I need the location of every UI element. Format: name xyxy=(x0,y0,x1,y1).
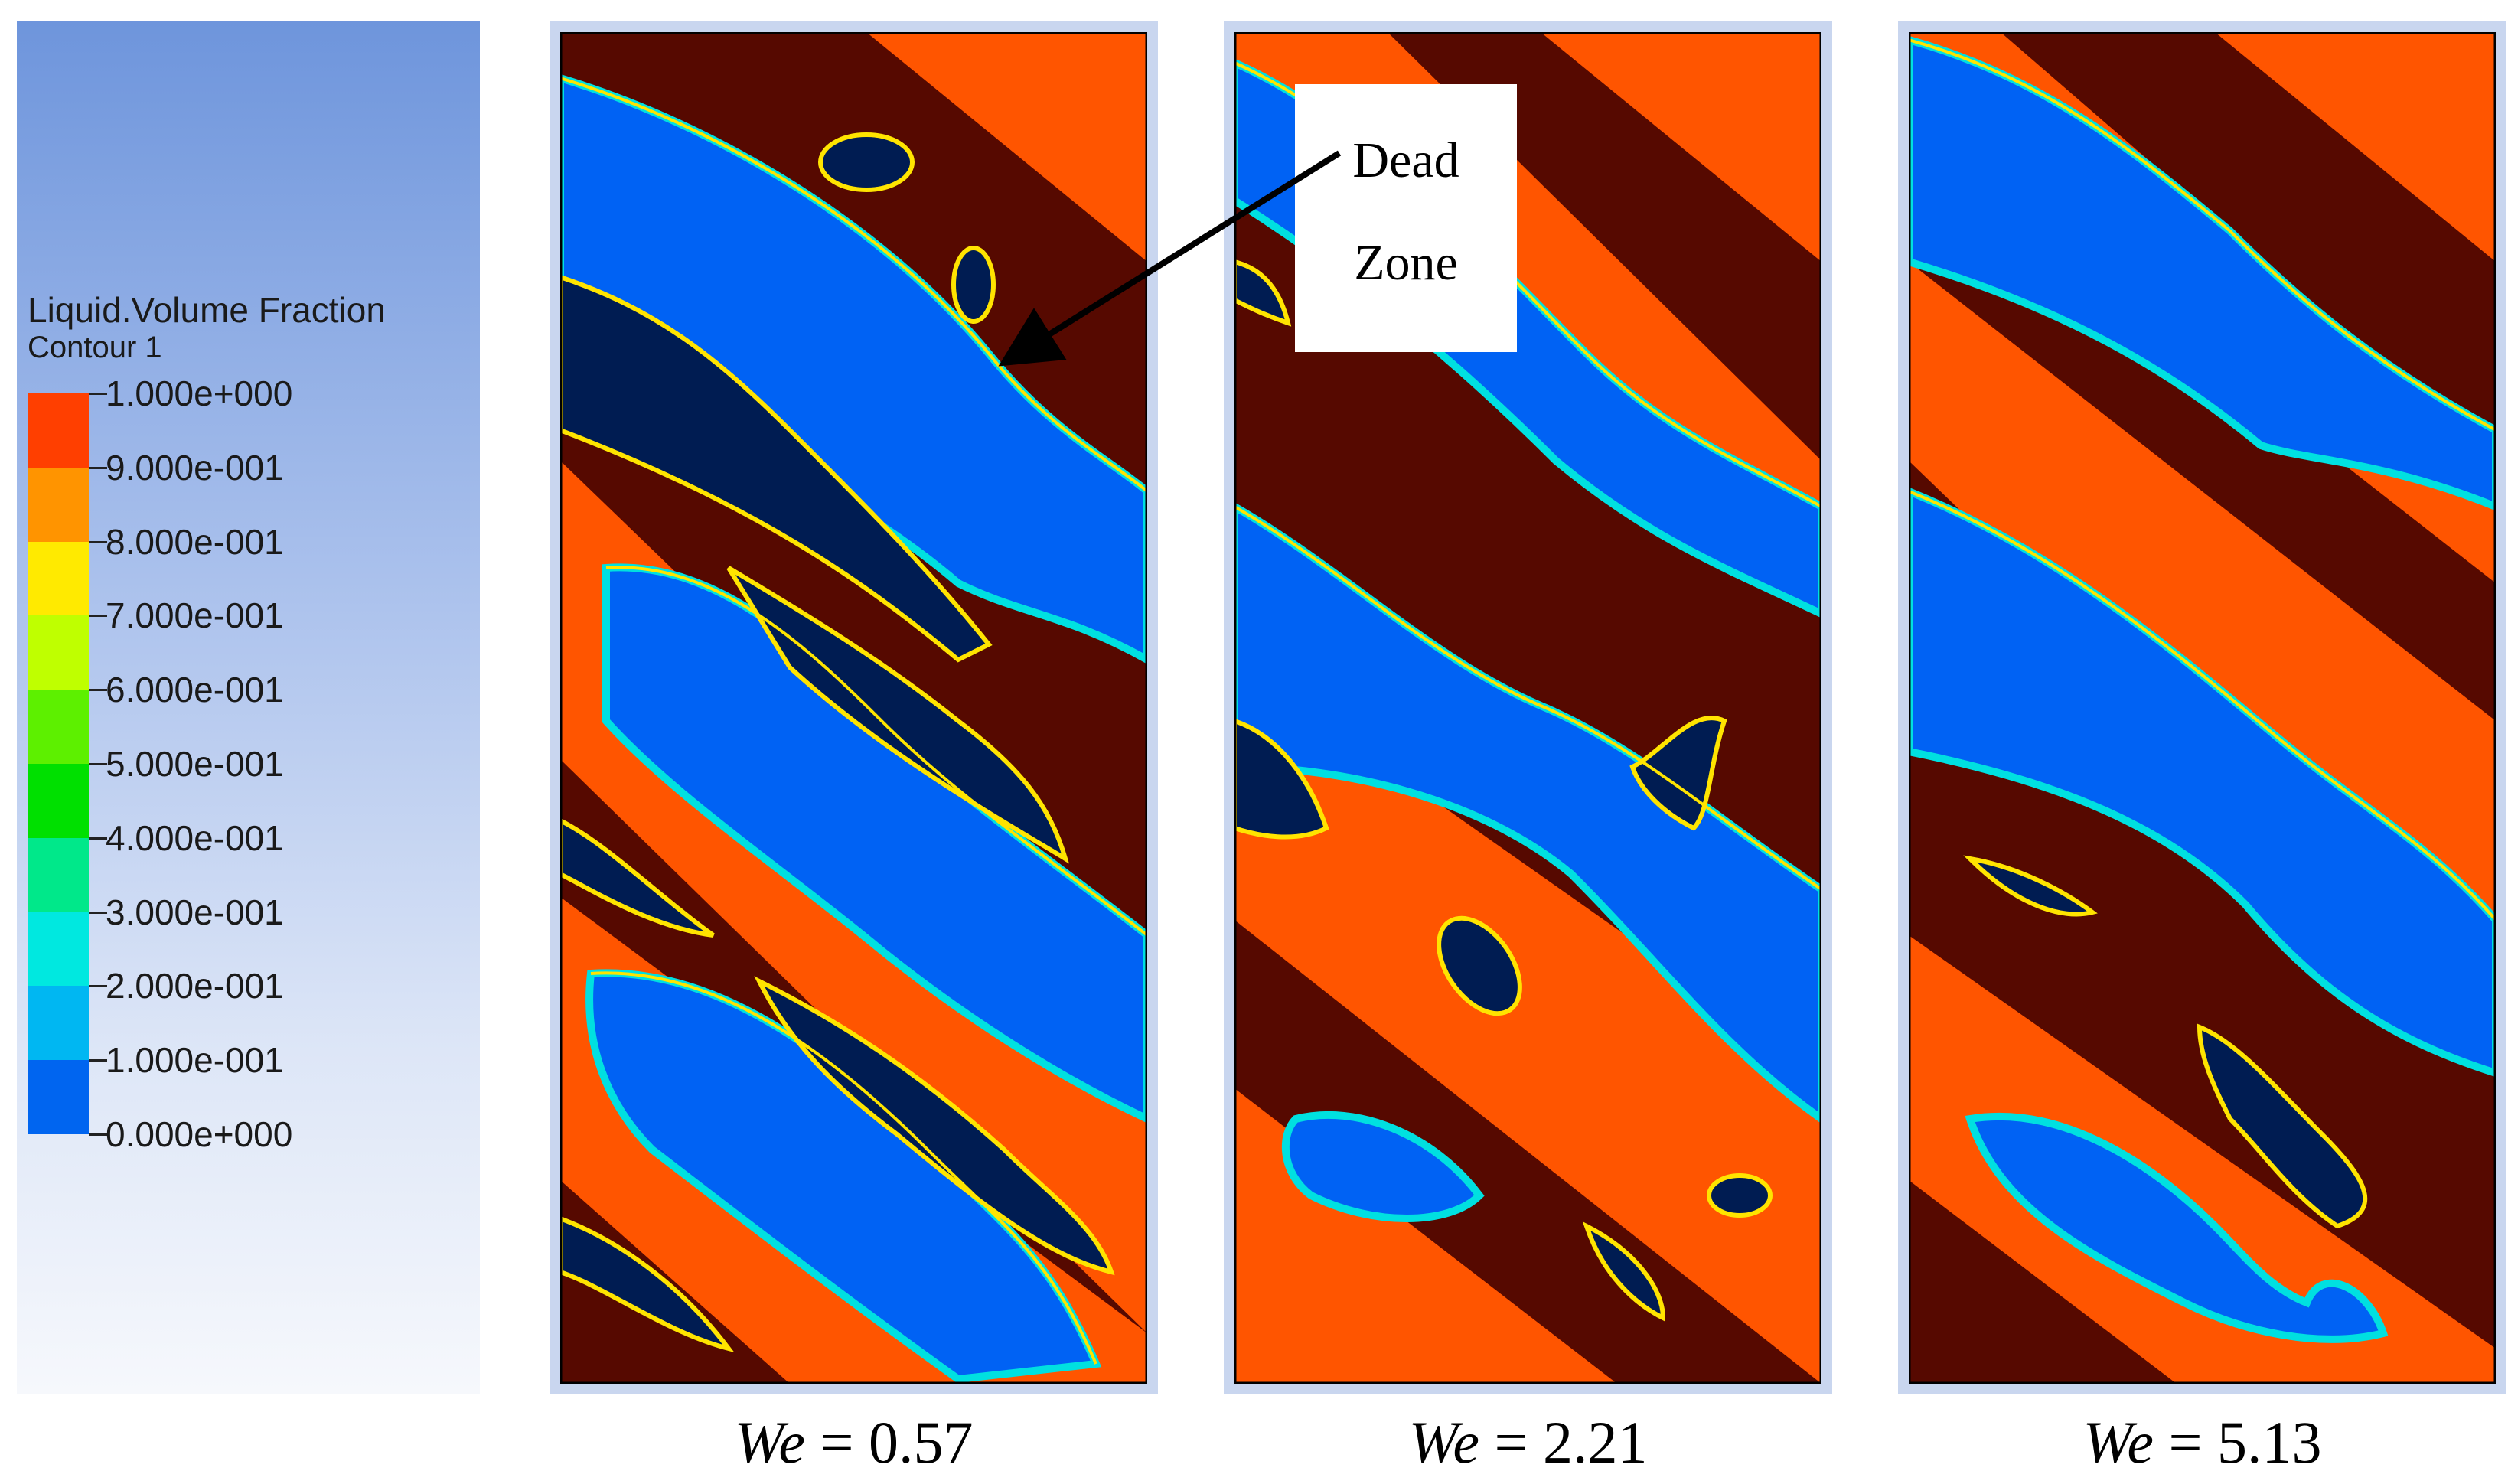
colorbar-tick xyxy=(89,763,107,765)
colorbar-segment xyxy=(28,467,89,542)
panel-label-1: We = 0.57 xyxy=(550,1408,1158,1477)
colorbar-segment xyxy=(28,1060,89,1134)
colorbar-tick-label: 8.000e-001 xyxy=(106,521,284,562)
colorbar-segment xyxy=(28,837,89,912)
colorbar-tick xyxy=(89,540,107,543)
we-symbol-3: We xyxy=(2082,1409,2154,1476)
legend-title: Liquid.Volume Fraction xyxy=(28,290,386,330)
we-value-3: = 5.13 xyxy=(2168,1409,2322,1476)
panel-label-2: We = 2.21 xyxy=(1224,1408,1832,1477)
colorbar-tick-label: 1.000e+000 xyxy=(106,373,293,413)
contour-panel-3 xyxy=(1898,21,2506,1394)
we-value-1: = 0.57 xyxy=(820,1409,974,1476)
colorbar-tick-label: 1.000e-001 xyxy=(106,1040,284,1081)
we-symbol-1: We xyxy=(734,1409,805,1476)
colorbar-tick xyxy=(89,689,107,692)
colorbar-segment xyxy=(28,763,89,838)
colorbar-segment xyxy=(28,690,89,764)
colorbar-tick xyxy=(89,985,107,988)
colorbar-tick-label: 3.000e-001 xyxy=(106,892,284,932)
annotation-line-1: Dead xyxy=(1352,132,1459,188)
contour-panel-1 xyxy=(550,21,1158,1394)
panel-label-3: We = 5.13 xyxy=(1898,1408,2506,1477)
colorbar-tick-label: 4.000e-001 xyxy=(106,817,284,858)
colorbar-tick xyxy=(89,1133,107,1136)
colorbar-tick xyxy=(89,615,107,618)
dead-zone-annotation: Dead Zone xyxy=(1295,84,1517,352)
contour-plot-3 xyxy=(1909,32,2496,1384)
colorbar-tick-label: 6.000e-001 xyxy=(106,670,284,710)
colorbar-segment xyxy=(28,615,89,690)
colorbar xyxy=(28,393,89,1134)
colorbar-tick xyxy=(89,1059,107,1062)
colorbar-segment xyxy=(28,393,89,468)
colorbar-segment xyxy=(28,541,89,616)
we-symbol-2: We xyxy=(1408,1409,1479,1476)
legend-subtitle: Contour 1 xyxy=(28,331,162,364)
colorbar-tick-label: 0.000e+000 xyxy=(106,1114,293,1154)
colorbar-tick-label: 9.000e-001 xyxy=(106,447,284,488)
colorbar-tick xyxy=(89,911,107,914)
legend-panel: Liquid.Volume Fraction Contour 1 1.000e+… xyxy=(17,21,480,1394)
colorbar-segment xyxy=(28,912,89,987)
colorbar-tick-label: 2.000e-001 xyxy=(106,966,284,1006)
colorbar-tick xyxy=(89,837,107,840)
colorbar-tick-label: 5.000e-001 xyxy=(106,744,284,784)
colorbar-segment xyxy=(28,986,89,1061)
contour-plot-1 xyxy=(560,32,1147,1384)
colorbar-tick xyxy=(89,466,107,469)
we-value-2: = 2.21 xyxy=(1494,1409,1648,1476)
colorbar-tick-label: 7.000e-001 xyxy=(106,595,284,636)
colorbar-tick xyxy=(89,393,107,395)
annotation-line-2: Zone xyxy=(1354,235,1458,291)
